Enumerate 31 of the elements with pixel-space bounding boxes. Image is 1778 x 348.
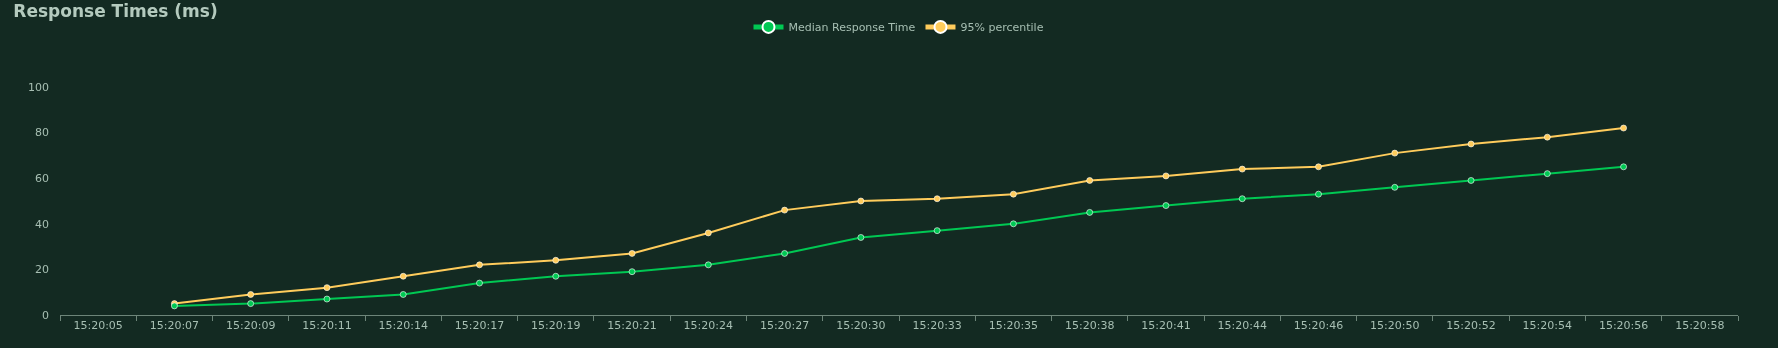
y-tick-label: 60	[35, 172, 49, 186]
x-tick-label: 15:20:50	[1370, 319, 1420, 333]
y-tick-label: 20	[35, 263, 49, 277]
x-tick-label: 15:20:17	[454, 319, 505, 333]
x-tick-label: 15:20:09	[225, 319, 276, 333]
x-tick-label: 15:20:24	[683, 319, 734, 333]
x-tick-label: 15:20:58	[1675, 319, 1725, 333]
legend-label: 95% percentile	[960, 21, 1044, 35]
x-tick-label: 15:20:05	[73, 319, 123, 333]
x-tick-label: 15:20:35	[988, 319, 1039, 333]
x-tick-label: 15:20:52	[1446, 319, 1496, 333]
x-tick-label: 15:20:33	[912, 319, 962, 333]
legend-label: Median Response Time	[788, 21, 916, 35]
y-tick-label: 100	[28, 80, 49, 94]
x-tick-label: 15:20:38	[1064, 319, 1115, 333]
x-tick-label: 15:20:30	[836, 319, 886, 333]
y-tick-label: 40	[35, 217, 49, 231]
y-tick-label: 80	[35, 126, 49, 140]
x-tick-label: 15:20:27	[759, 319, 810, 333]
x-tick-label: 15:20:46	[1293, 319, 1344, 333]
y-tick-label: 0	[42, 308, 49, 322]
x-tick-label: 15:20:14	[378, 319, 428, 333]
x-tick-label: 15:20:56	[1598, 319, 1649, 333]
chart-title: Response Times (ms)	[13, 1, 218, 22]
x-tick-label: 15:20:41	[1141, 319, 1191, 333]
x-tick-label: 15:20:44	[1217, 319, 1267, 333]
x-tick-label: 15:20:07	[149, 319, 200, 333]
x-tick-label: 15:20:19	[531, 319, 581, 333]
x-tick-label: 15:20:11	[302, 319, 352, 333]
x-tick-label: 15:20:54	[1522, 319, 1573, 333]
x-tick-label: 15:20:21	[607, 319, 657, 333]
